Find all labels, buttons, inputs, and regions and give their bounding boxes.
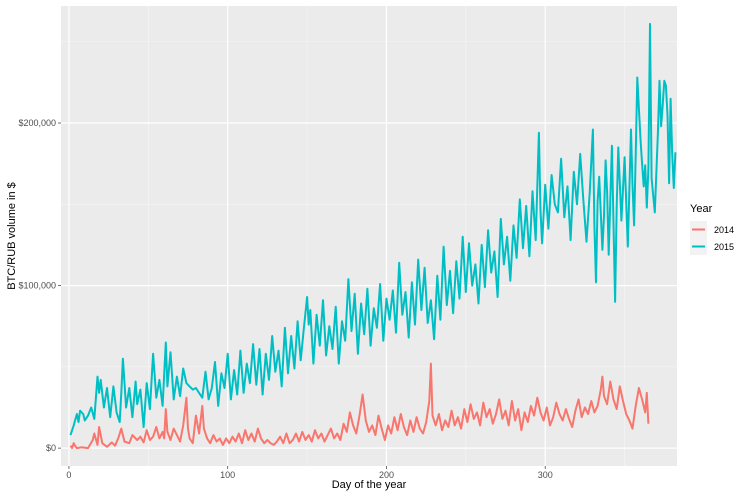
legend: Year 2014 2015 bbox=[690, 203, 734, 255]
major-gridlines bbox=[61, 6, 677, 466]
y-axis: $0 $100,000 $200,000 bbox=[18, 118, 61, 453]
legend-label-2014: 2014 bbox=[714, 225, 734, 235]
legend-label-2015: 2015 bbox=[714, 242, 734, 252]
plot-panel bbox=[61, 6, 677, 466]
x-tick-label: 100 bbox=[220, 470, 235, 480]
y-tick-label: $0 bbox=[46, 443, 56, 453]
legend-items: 2014 2015 bbox=[690, 221, 734, 255]
legend-title: Year bbox=[690, 203, 713, 215]
y-tick-label: $100,000 bbox=[18, 281, 56, 291]
series-line-2015 bbox=[69, 22, 677, 436]
x-axis-title: Day of the year bbox=[332, 479, 407, 491]
series-lines bbox=[69, 22, 677, 450]
y-tick-label: $200,000 bbox=[18, 118, 56, 128]
x-axis: 0 100 200 300 bbox=[66, 466, 553, 480]
x-tick-label: 0 bbox=[66, 470, 71, 480]
x-tick-label: 200 bbox=[379, 470, 394, 480]
x-tick-label: 300 bbox=[538, 470, 553, 480]
series-line-2014 bbox=[69, 362, 650, 450]
y-axis-title: BTC/RUB volume in $ bbox=[6, 182, 18, 290]
